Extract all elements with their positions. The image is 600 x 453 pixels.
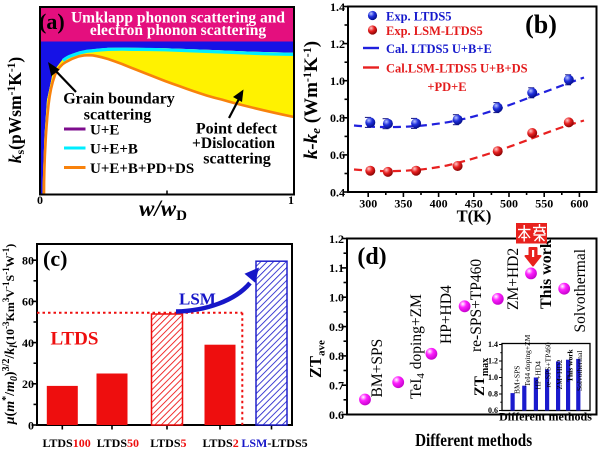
svg-text:LTDS: LTDS — [51, 329, 99, 350]
svg-text:Exp. LSM-LTDS5: Exp. LSM-LTDS5 — [386, 24, 483, 38]
svg-text:HP+HD4: HP+HD4 — [438, 285, 455, 344]
svg-text:LTDS2: LTDS2 — [202, 436, 238, 450]
svg-text:TeI4 doping+ZM: TeI4 doping+ZM — [523, 334, 532, 386]
svg-text:350: 350 — [394, 197, 412, 211]
svg-text:U+E: U+E — [90, 123, 119, 139]
svg-text:(b): (b) — [525, 10, 557, 39]
svg-text:LTDS5: LTDS5 — [150, 436, 186, 450]
svg-text:0.8: 0.8 — [488, 390, 498, 399]
svg-text:Umklapp phonon scattering and: Umklapp phonon scattering and — [71, 10, 285, 27]
svg-text:0.8: 0.8 — [330, 111, 345, 125]
svg-text:LSM-LTDS5: LSM-LTDS5 — [241, 436, 307, 450]
svg-text:Solvothermal: Solvothermal — [572, 249, 589, 333]
svg-text:1.2: 1.2 — [329, 232, 344, 246]
svg-text:re-SPS+TP460: re-SPS+TP460 — [544, 342, 553, 387]
svg-text:LTDS50: LTDS50 — [97, 436, 139, 450]
svg-text:0: 0 — [28, 418, 34, 432]
svg-text:scattering: scattering — [203, 151, 271, 168]
svg-text:ZM+HD2: ZM+HD2 — [505, 248, 522, 310]
svg-text:400: 400 — [430, 197, 448, 211]
svg-text:0.6: 0.6 — [488, 406, 498, 415]
svg-text:scattering: scattering — [84, 107, 152, 124]
svg-text:0: 0 — [37, 193, 43, 207]
svg-text:0.8: 0.8 — [329, 349, 344, 363]
svg-text:BM+SPS: BM+SPS — [513, 366, 522, 394]
svg-text:0.4: 0.4 — [330, 185, 345, 199]
svg-text:500: 500 — [500, 197, 518, 211]
svg-text:450: 450 — [465, 197, 483, 211]
svg-text:0.6: 0.6 — [330, 148, 345, 162]
svg-text:80: 80 — [22, 254, 34, 268]
svg-text:40: 40 — [22, 336, 34, 350]
svg-text:LSM: LSM — [179, 290, 216, 309]
svg-text:LTDS100: LTDS100 — [42, 436, 90, 450]
svg-text:Point defect: Point defect — [196, 121, 278, 138]
svg-text:(d): (d) — [357, 244, 386, 270]
svg-text:Different methods: Different methods — [499, 410, 592, 424]
svg-text:1: 1 — [288, 193, 294, 207]
svg-text:TeI4 doping+ZM: TeI4 doping+ZM — [408, 294, 427, 399]
svg-text:U+E+B: U+E+B — [90, 142, 138, 158]
svg-text:T(K): T(K) — [457, 207, 492, 226]
svg-text:U+E+B+PD+DS: U+E+B+PD+DS — [90, 161, 194, 177]
svg-text:ZM+HD2: ZM+HD2 — [555, 359, 564, 389]
svg-text:1.0: 1.0 — [329, 291, 344, 305]
svg-text:20: 20 — [22, 377, 34, 391]
svg-text:+Dislocation: +Dislocation — [192, 135, 275, 152]
svg-text:HP+HD4: HP+HD4 — [534, 361, 543, 390]
svg-text:60: 60 — [22, 295, 34, 309]
svg-text:1.4: 1.4 — [488, 340, 498, 349]
svg-text:(c): (c) — [43, 246, 67, 271]
svg-text:0.9: 0.9 — [329, 320, 344, 334]
svg-text:Different methods: Different methods — [415, 430, 532, 450]
svg-text:550: 550 — [535, 197, 553, 211]
svg-text:k-ke (Wm-1K-1): k-ke (Wm-1K-1) — [300, 41, 323, 159]
svg-text:This work: This work — [566, 348, 575, 382]
svg-text:ZTave: ZTave — [306, 340, 328, 378]
svg-text:600: 600 — [570, 197, 588, 211]
svg-text:1.4: 1.4 — [330, 0, 345, 14]
svg-text:μ(m*/m0)3/2/kl(10-3Km3V-1S-1W-: μ(m*/m0)3/2/kl(10-3Km3V-1S-1W-1) — [1, 244, 20, 425]
svg-text:+PD+E: +PD+E — [427, 80, 466, 94]
svg-text:(a): (a) — [39, 9, 65, 34]
svg-text:1.2: 1.2 — [330, 37, 345, 51]
svg-text:re-SPS+TP460: re-SPS+TP460 — [468, 259, 485, 352]
svg-text:w/wD: w/wD — [139, 196, 187, 224]
svg-text:Cal.LSM-LTDS5 U+B+DS: Cal.LSM-LTDS5 U+B+DS — [386, 62, 528, 76]
svg-text:0.6: 0.6 — [329, 408, 344, 422]
svg-text:1.0: 1.0 — [488, 373, 498, 382]
svg-text:Solvothermal: Solvothermal — [575, 351, 584, 391]
svg-text:1.1: 1.1 — [329, 261, 344, 275]
svg-text:Exp. LTDS5: Exp. LTDS5 — [386, 10, 452, 24]
svg-text:1.0: 1.0 — [330, 74, 345, 88]
svg-text:0.7: 0.7 — [329, 379, 344, 393]
svg-text:electron phonon scattering: electron phonon scattering — [90, 22, 266, 39]
svg-text:ks(pWsm-1K-1): ks(pWsm-1K-1) — [5, 57, 27, 164]
svg-text:BM+SPS: BM+SPS — [369, 339, 386, 398]
svg-text:Cal. LTDS5 U+B+E: Cal. LTDS5 U+B+E — [386, 42, 492, 56]
svg-text:1.2: 1.2 — [488, 357, 498, 366]
svg-text:This work: This work — [538, 239, 555, 309]
svg-text:Grain boundary: Grain boundary — [63, 91, 175, 108]
svg-text:300: 300 — [359, 197, 377, 211]
